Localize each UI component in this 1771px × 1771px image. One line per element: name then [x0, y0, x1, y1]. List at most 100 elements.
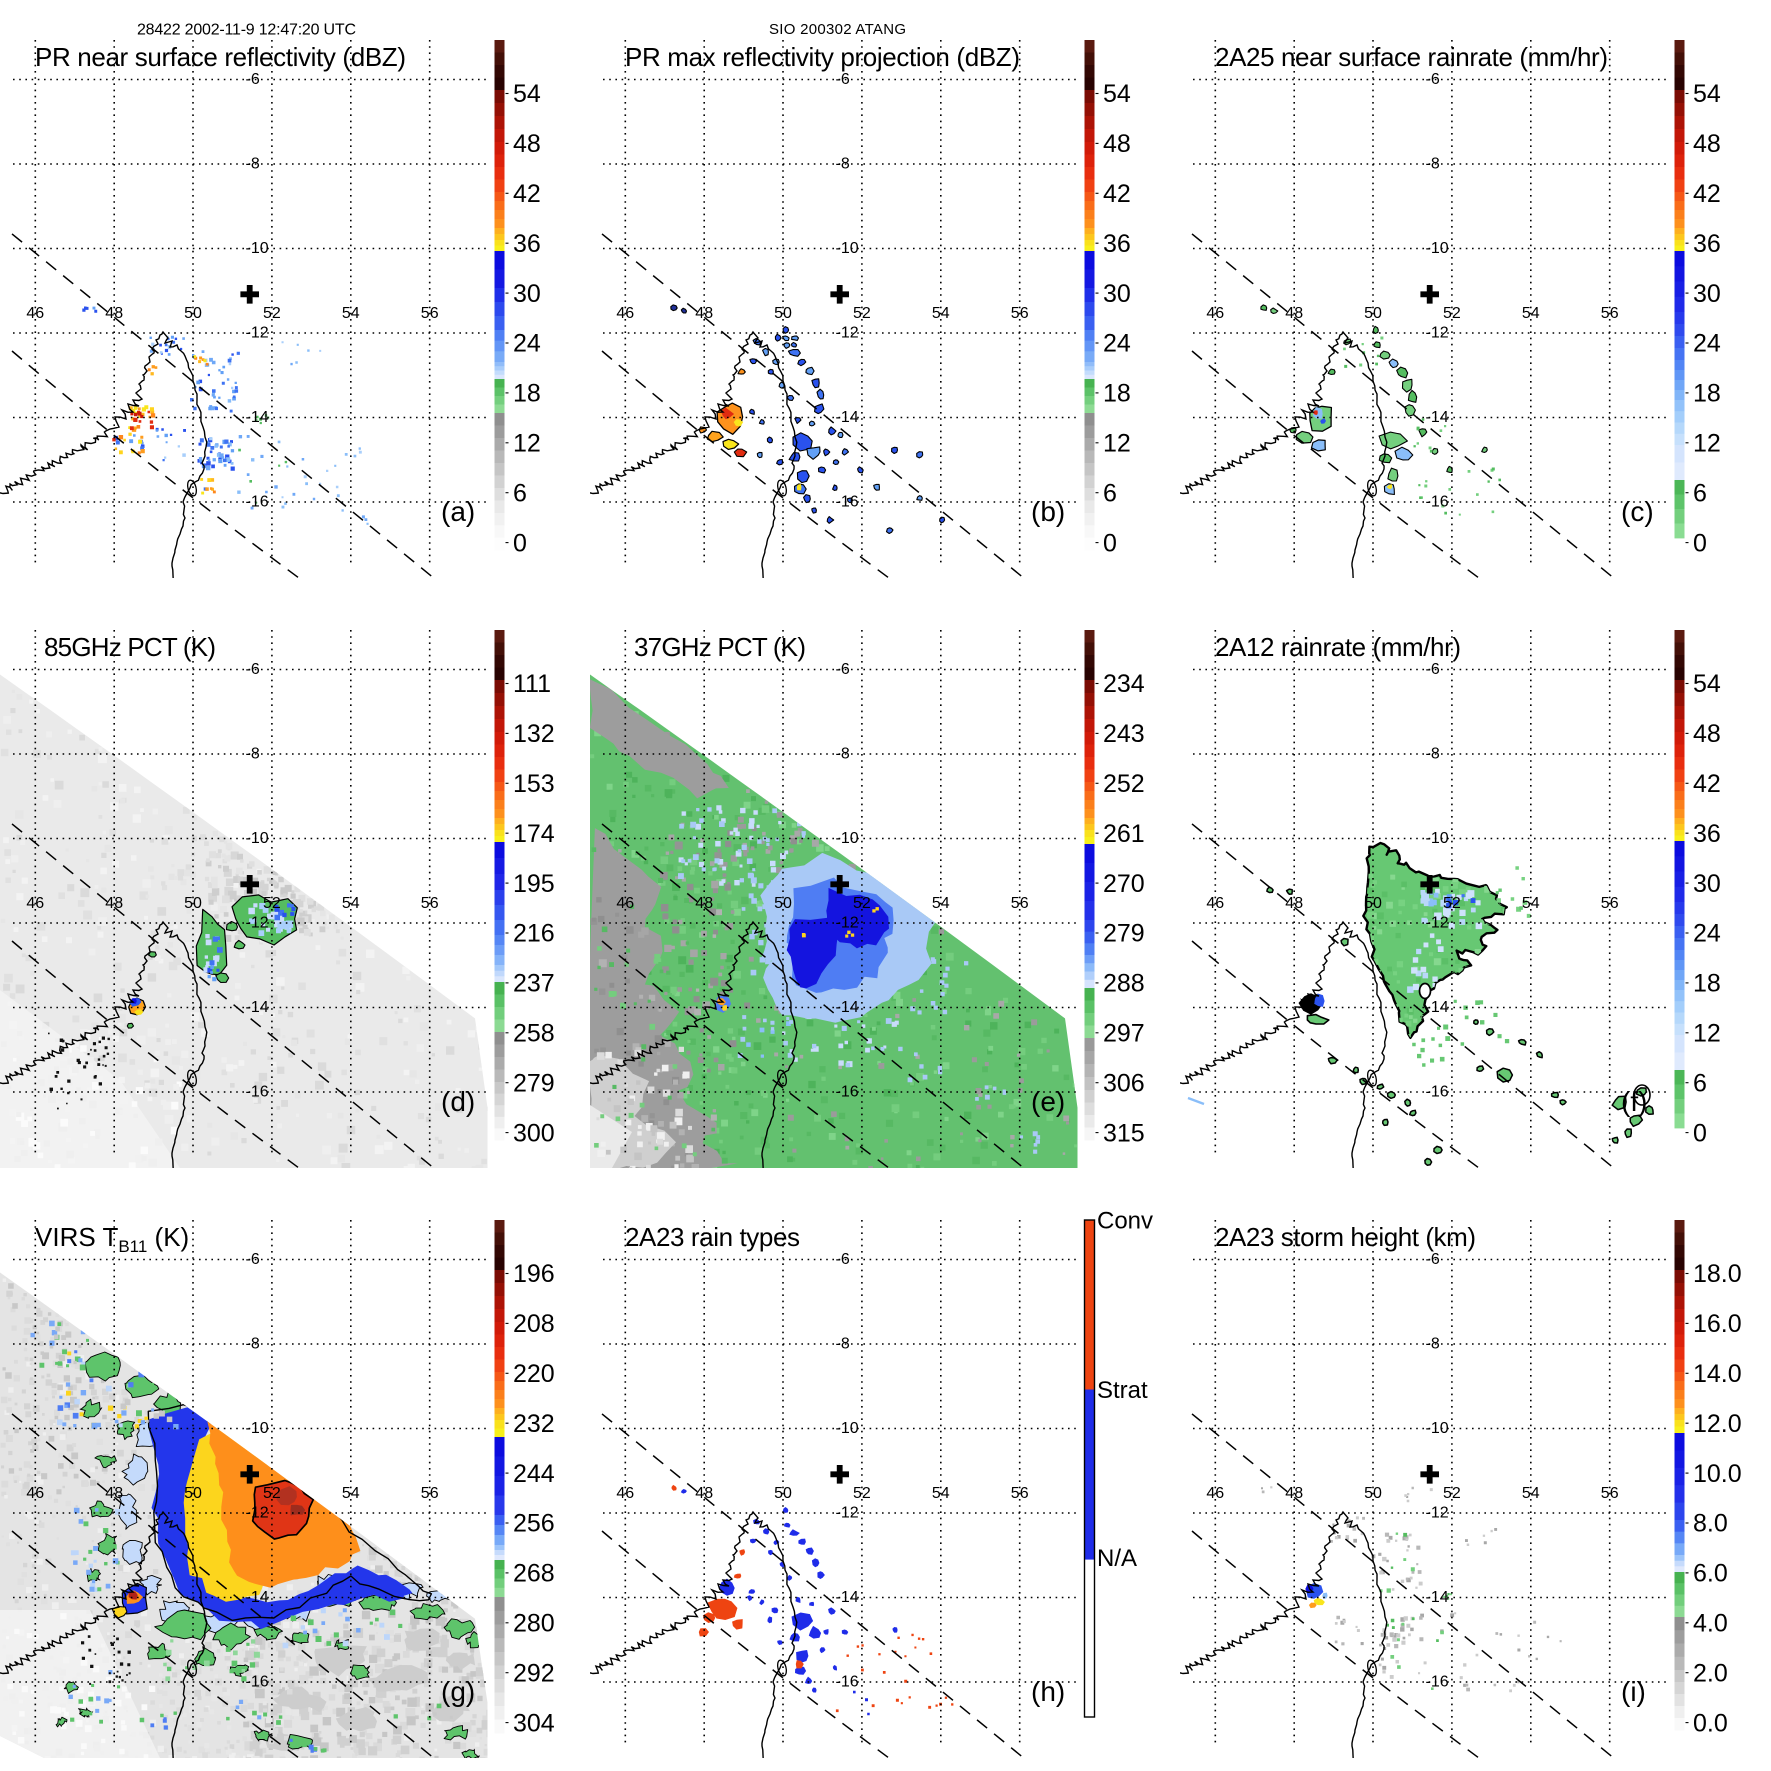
svg-text:6: 6 — [1103, 479, 1117, 507]
svg-text:18.0: 18.0 — [1693, 1260, 1742, 1288]
svg-text:2A23 storm height (km): 2A23 storm height (km) — [1215, 1222, 1476, 1252]
svg-text:0: 0 — [1693, 529, 1707, 557]
svg-text:12: 12 — [1103, 430, 1131, 458]
svg-text:30: 30 — [1693, 280, 1721, 308]
svg-text:6.0: 6.0 — [1693, 1560, 1728, 1588]
svg-text:304: 304 — [513, 1709, 555, 1737]
svg-text:0.0: 0.0 — [1693, 1709, 1728, 1737]
svg-text:18: 18 — [1693, 380, 1721, 408]
svg-text:Conv: Conv — [1097, 1208, 1153, 1235]
svg-text:0: 0 — [1693, 1119, 1707, 1147]
svg-text:12: 12 — [513, 430, 541, 458]
svg-text:244: 244 — [513, 1460, 555, 1488]
svg-text:48: 48 — [1693, 720, 1721, 748]
svg-text:18: 18 — [513, 380, 541, 408]
svg-text:SIO 200302 ATANG: SIO 200302 ATANG — [769, 21, 906, 38]
svg-text:24: 24 — [1103, 330, 1131, 358]
svg-text:42: 42 — [1103, 180, 1131, 208]
svg-text:232: 232 — [513, 1410, 555, 1438]
svg-text:(g): (g) — [441, 1676, 475, 1707]
svg-text:153: 153 — [513, 770, 555, 798]
svg-text:196: 196 — [513, 1260, 555, 1288]
svg-text:36: 36 — [1693, 820, 1721, 848]
svg-text:37GHz PCT (K): 37GHz PCT (K) — [634, 632, 806, 662]
svg-text:(d): (d) — [441, 1086, 475, 1117]
svg-text:0: 0 — [1103, 529, 1117, 557]
svg-text:237: 237 — [513, 970, 555, 998]
svg-text:268: 268 — [513, 1560, 555, 1588]
svg-text:54: 54 — [1103, 80, 1131, 108]
svg-text:(b): (b) — [1031, 496, 1065, 527]
svg-text:85GHz PCT (K): 85GHz PCT (K) — [44, 632, 216, 662]
svg-text:216: 216 — [513, 920, 555, 948]
svg-text:48: 48 — [513, 130, 541, 158]
svg-text:(i): (i) — [1621, 1676, 1646, 1707]
svg-text:42: 42 — [1693, 180, 1721, 208]
svg-text:2A12 rainrate (mm/hr): 2A12 rainrate (mm/hr) — [1215, 632, 1461, 662]
svg-text:24: 24 — [513, 330, 541, 358]
svg-text:18: 18 — [1103, 380, 1131, 408]
svg-text:270: 270 — [1103, 870, 1145, 898]
svg-text:132: 132 — [513, 720, 555, 748]
svg-text:48: 48 — [1103, 130, 1131, 158]
svg-text:18: 18 — [1693, 970, 1721, 998]
svg-text:36: 36 — [1693, 230, 1721, 258]
svg-text:14.0: 14.0 — [1693, 1360, 1742, 1388]
svg-text:48: 48 — [1693, 130, 1721, 158]
svg-text:174: 174 — [513, 820, 555, 848]
svg-text:6: 6 — [1693, 1069, 1707, 1097]
svg-text:2A23 rain types: 2A23 rain types — [625, 1222, 800, 1252]
svg-text:195: 195 — [513, 870, 555, 898]
svg-text:288: 288 — [1103, 970, 1145, 998]
svg-text:0: 0 — [513, 529, 527, 557]
svg-text:(h): (h) — [1031, 1676, 1065, 1707]
svg-text:12: 12 — [1693, 430, 1721, 458]
svg-text:(e): (e) — [1031, 1086, 1065, 1117]
svg-text:54: 54 — [1693, 80, 1721, 108]
svg-text:24: 24 — [1693, 330, 1721, 358]
svg-text:PR max reflectivity projection: PR max reflectivity projection (dBZ) — [625, 42, 1020, 72]
svg-text:VIRS TB11 (K): VIRS TB11 (K) — [35, 1222, 189, 1256]
svg-text:252: 252 — [1103, 770, 1145, 798]
svg-text:279: 279 — [513, 1069, 555, 1097]
svg-text:16.0: 16.0 — [1693, 1310, 1742, 1338]
svg-text:12.0: 12.0 — [1693, 1410, 1742, 1438]
svg-text:24: 24 — [1693, 920, 1721, 948]
svg-text:261: 261 — [1103, 820, 1145, 848]
svg-text:(c): (c) — [1621, 496, 1654, 527]
svg-text:2.0: 2.0 — [1693, 1659, 1728, 1687]
svg-text:12: 12 — [1693, 1020, 1721, 1048]
svg-text:6: 6 — [1693, 479, 1707, 507]
svg-text:258: 258 — [513, 1020, 555, 1048]
svg-text:111: 111 — [513, 670, 551, 698]
svg-text:42: 42 — [1693, 770, 1721, 798]
svg-text:(f): (f) — [1621, 1086, 1647, 1117]
svg-text:280: 280 — [513, 1610, 555, 1638]
svg-text:Strat: Strat — [1097, 1377, 1148, 1404]
svg-text:2A25 near surface rainrate (mm: 2A25 near surface rainrate (mm/hr) — [1215, 42, 1608, 72]
svg-text:306: 306 — [1103, 1069, 1145, 1097]
svg-text:54: 54 — [1693, 670, 1721, 698]
svg-text:54: 54 — [513, 80, 541, 108]
svg-text:36: 36 — [1103, 230, 1131, 258]
svg-text:42: 42 — [513, 180, 541, 208]
svg-text:315: 315 — [1103, 1119, 1145, 1147]
svg-text:36: 36 — [513, 230, 541, 258]
svg-text:220: 220 — [513, 1360, 555, 1388]
svg-text:N/A: N/A — [1097, 1545, 1137, 1572]
svg-text:30: 30 — [1103, 280, 1131, 308]
svg-text:6: 6 — [513, 479, 527, 507]
svg-text:279: 279 — [1103, 920, 1145, 948]
svg-text:8.0: 8.0 — [1693, 1510, 1728, 1538]
svg-text:30: 30 — [513, 280, 541, 308]
svg-text:256: 256 — [513, 1510, 555, 1538]
svg-text:PR near surface reflectivity (: PR near surface reflectivity (dBZ) — [35, 42, 406, 72]
svg-text:297: 297 — [1103, 1020, 1145, 1048]
svg-text:30: 30 — [1693, 870, 1721, 898]
svg-text:4.0: 4.0 — [1693, 1610, 1728, 1638]
svg-text:292: 292 — [513, 1659, 555, 1687]
svg-text:28422 2002-11-9 12:47:20 UTC: 28422 2002-11-9 12:47:20 UTC — [137, 22, 356, 39]
svg-text:(a): (a) — [441, 496, 475, 527]
svg-text:300: 300 — [513, 1119, 555, 1147]
svg-text:243: 243 — [1103, 720, 1145, 748]
